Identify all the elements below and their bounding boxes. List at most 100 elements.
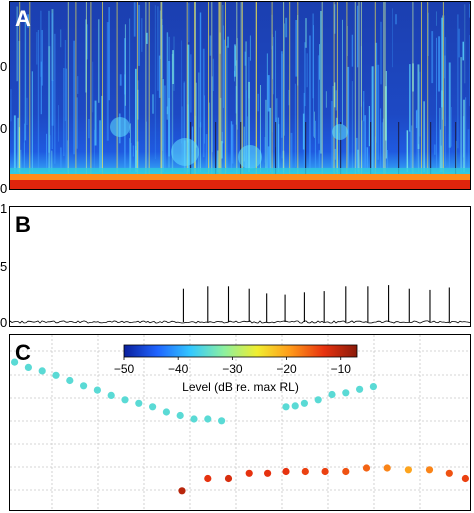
spectrogram-streak [417,64,420,149]
panel-a-ytick: 0 [0,59,8,74]
scatter-point [264,469,272,477]
spectrogram-streak [357,149,359,172]
spectrogram-streak [418,144,420,172]
spectrogram-streak [334,148,337,160]
spectrogram-streak [226,45,228,172]
spectrogram-streak [351,34,354,67]
spectrogram-streak [88,119,90,139]
spectrogram-streak [364,115,366,172]
spectrogram-streak [265,99,267,169]
spectrogram-pulse-line [283,2,285,174]
spectrogram-streak [372,141,374,172]
scatter-point [445,469,453,477]
scatter-point [245,469,253,477]
spectrogram-streak [272,37,274,95]
spectrogram-streak [48,10,50,153]
spectrogram-streak [318,150,321,172]
spectrogram-pulse-line [194,2,195,174]
spectrogram-pulse-line [427,2,429,174]
spectrogram-streak [63,68,65,157]
spectrogram-streak [409,130,412,172]
scatter-point [300,399,308,407]
spectrogram-streak [171,54,174,172]
spectrogram-band [10,174,470,180]
spectrogram-pulse-line [255,2,257,174]
spectrogram-pulse-line [236,2,238,174]
spectrogram-streak [244,51,247,66]
spectrogram-pulse-line [136,2,138,174]
panel-b-ytick: 0 [0,315,8,330]
spectrogram-streak [409,64,411,132]
spectrogram-streak [431,31,434,84]
spectrogram-streak [339,133,340,172]
panel-b-ytick: 5 [0,259,8,274]
spectrogram-streak [124,24,126,106]
spectrogram-pulse-line [374,2,376,174]
spectrogram-streak [58,105,59,142]
spectrogram-streak [458,28,460,58]
scatter-point [149,403,157,411]
scatter-point [314,396,322,404]
panel-c-label: C [15,340,31,365]
spectrogram-band [10,180,470,189]
spectrogram-streak [278,117,279,172]
scatter-point [93,386,101,394]
spectrogram-streak [108,7,110,101]
spectrogram-streak [230,121,233,172]
scatter-point [291,402,299,410]
spectrogram-streak [290,132,293,172]
spectrogram-streak [67,140,68,172]
spectrogram-streak [267,146,270,172]
spectrogram-streak [249,35,251,61]
colorbar [123,344,358,358]
spectrogram-streak [436,11,437,26]
spectrogram-streak [269,107,272,172]
spectrogram-streak [192,128,193,153]
spectrogram-streak [288,89,290,106]
spectrogram-streak [199,12,202,128]
spectrogram-streak [231,124,234,164]
spectrogram-streak [243,126,245,162]
spectrogram-pulse-line [442,2,444,174]
spectrogram-pulse-line [75,2,77,174]
scatter-point [218,417,226,425]
spectrogram-dark-line [305,122,307,174]
spectrogram-streak [295,20,298,77]
spectrogram-streak [305,18,307,48]
spectrogram-streak [441,90,444,172]
spectrogram-streak [130,142,132,172]
spectrogram-streak [367,147,368,172]
spectrogram-pulse-line [384,2,386,174]
spectrogram-streak [406,130,409,172]
spectrogram-streak [200,122,201,172]
scatter-point [301,467,309,476]
spectrogram-streak [335,90,337,111]
spectrogram-pulse-line [358,2,360,174]
spectrogram-streak [41,30,43,86]
spectrogram-pulse-line [208,2,209,174]
spectrogram-streak [294,83,296,167]
spectrogram-streak [460,57,463,172]
panel-a-ytick: 0 [0,121,8,136]
spectrogram-streak [342,19,343,125]
spectrogram-streak [26,97,28,125]
spectrogram-streak [138,4,140,66]
spectrogram-streak [162,25,164,151]
spectrogram-streak [65,68,67,172]
scatter-point [80,382,88,390]
spectrogram-pulse-line [85,2,87,174]
spectrogram-streak [227,36,229,48]
spectrogram-dark-line [340,122,342,174]
spectrogram-streak [438,36,440,92]
spectrogram-pulse-line [19,2,21,174]
spectrogram-streak [361,120,363,172]
spectrogram-streak [99,120,101,172]
scatter-point [321,467,329,476]
spectrogram-blob [238,145,262,169]
spectrogram-streak [357,5,359,68]
spectrogram-streak [157,6,159,91]
spectrogram-streak [183,81,186,172]
spectrogram-streak [220,141,223,159]
spectrogram-streak [460,98,462,172]
scatter-point [282,467,290,476]
